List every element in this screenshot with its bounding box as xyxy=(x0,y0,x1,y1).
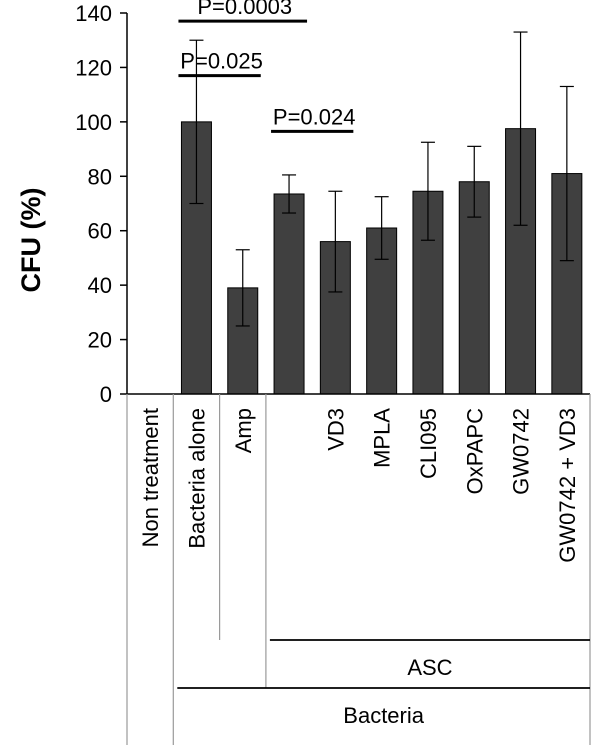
y-tick-label: 140 xyxy=(75,1,112,26)
category-label: VD3 xyxy=(323,408,348,451)
category-label: GW0742 + VD3 xyxy=(555,408,580,563)
category-label: Bacteria alone xyxy=(184,408,209,549)
category-label: CLI095 xyxy=(416,408,441,479)
y-tick-label: 0 xyxy=(100,382,112,407)
y-tick-label: 100 xyxy=(75,110,112,135)
group-label: Bacteria xyxy=(343,703,424,728)
y-axis-label: CFU (%) xyxy=(16,188,46,293)
y-tick-label: 120 xyxy=(75,55,112,80)
category-label: Non treatment xyxy=(138,408,163,547)
category-label: OxPAPC xyxy=(462,408,487,495)
y-tick-label: 60 xyxy=(88,219,112,244)
p-value-label: P=0.024 xyxy=(273,104,356,129)
group-label: ASC xyxy=(407,655,452,680)
p-value-label: P=0.025 xyxy=(180,49,263,74)
y-tick-label: 80 xyxy=(88,164,112,189)
p-value-label: P=0.0003 xyxy=(197,0,292,19)
category-label: Amp xyxy=(231,408,256,453)
category-label: GW0742 xyxy=(509,408,534,495)
category-label: MPLA xyxy=(370,408,395,468)
y-tick-label: 20 xyxy=(88,328,112,353)
bar xyxy=(273,193,305,395)
y-tick-label: 40 xyxy=(88,273,112,298)
